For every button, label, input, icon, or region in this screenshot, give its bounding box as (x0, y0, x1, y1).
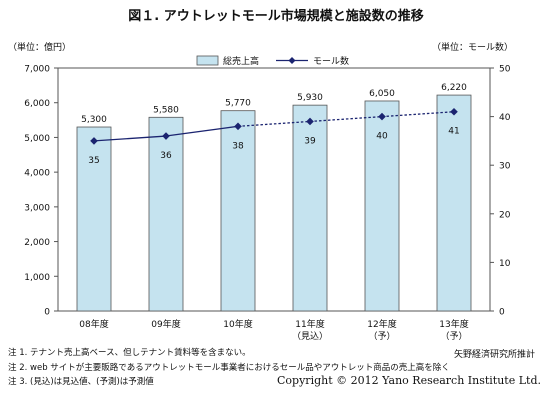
right-tick-label: 10 (499, 259, 511, 269)
category-label: 08年度 (79, 318, 108, 330)
left-tick-label: 1,000 (24, 273, 50, 283)
line-point (234, 122, 242, 131)
line-value-label: 40 (376, 132, 388, 142)
plot-frame (57, 67, 491, 312)
legend-bar-swatch (196, 55, 219, 66)
bar (292, 104, 328, 312)
legend-line-label: モール数 (313, 55, 349, 67)
bar (76, 126, 112, 312)
left-tick-label: 6,000 (24, 99, 50, 109)
line-segment (165, 125, 239, 137)
line-segment (237, 120, 311, 127)
category-label: （予） (440, 331, 467, 342)
left-tick-label: 3,000 (24, 203, 50, 213)
left-tick-label: 2,000 (24, 238, 50, 248)
category-label: 10年度 (223, 318, 252, 330)
right-tick-label: 50 (499, 65, 511, 75)
bar-value-label: 5,300 (81, 115, 107, 125)
line-value-label: 39 (304, 136, 316, 146)
bar (148, 116, 184, 312)
right-tick-label: 30 (499, 162, 511, 172)
legend-line-marker (288, 57, 296, 64)
bar-value-label: 6,220 (441, 83, 467, 93)
right-tick-label: 40 (499, 113, 511, 123)
bar-value-label: 6,050 (369, 89, 395, 99)
line-value-label: 36 (160, 151, 172, 161)
bar (364, 100, 400, 312)
line-point (378, 112, 386, 121)
line-segment (309, 115, 383, 123)
line-segment (381, 111, 455, 118)
left-tick-label: 4,000 (24, 169, 50, 179)
right-tick-label: 20 (499, 210, 511, 220)
notes: 注 1. テナント売上高ベース、但しテナント賃料等を含まない。 注 2. web… (8, 346, 450, 390)
category-label: 11年度 (295, 318, 324, 330)
right-axis-label: （単位：モール数） (432, 41, 513, 53)
note-1: 注 1. テナント売上高ベース、但しテナント賃料等を含まない。 (8, 348, 251, 358)
line-point (450, 107, 458, 116)
category-label: 09年度 (151, 318, 180, 330)
line-point (162, 132, 170, 140)
line-segment (93, 135, 167, 142)
chart-title: 図１. アウトレットモール市場規模と施設数の推移 (128, 8, 423, 24)
left-tick-label: 0 (44, 308, 50, 318)
bar (220, 110, 256, 312)
left-axis-label: （単位：億円） (8, 41, 71, 53)
line-point (90, 137, 98, 145)
bar-value-label: 5,580 (153, 105, 179, 115)
left-tick-label: 7,000 (24, 65, 50, 75)
category-label: （予） (368, 331, 395, 342)
bar-value-label: 5,770 (225, 99, 251, 109)
line-value-label: 38 (232, 141, 244, 151)
bar (436, 94, 472, 312)
category-label: 12年度 (367, 318, 396, 330)
legend-bar-label: 総売上高 (223, 55, 259, 67)
copyright: Copyright © 2012 Yano Research Institute… (277, 374, 541, 387)
source-note: 矢野経済研究所推計 (453, 350, 535, 360)
category-label: 13年度 (439, 318, 468, 330)
note-2: 注 2. web サイトが主要販路であるアウトレットモール事業者におけるセール品… (8, 362, 450, 373)
note-3: 注 3. (見込)は見込値、(予測)は予測値 (8, 377, 154, 387)
left-tick-label: 5,000 (24, 134, 50, 144)
line-point (306, 117, 314, 126)
right-tick-label: 0 (499, 308, 505, 318)
category-label: （見込） (292, 331, 328, 342)
bar-value-label: 5,930 (297, 93, 323, 103)
line-value-label: 35 (88, 156, 99, 166)
line-value-label: 41 (448, 127, 459, 137)
